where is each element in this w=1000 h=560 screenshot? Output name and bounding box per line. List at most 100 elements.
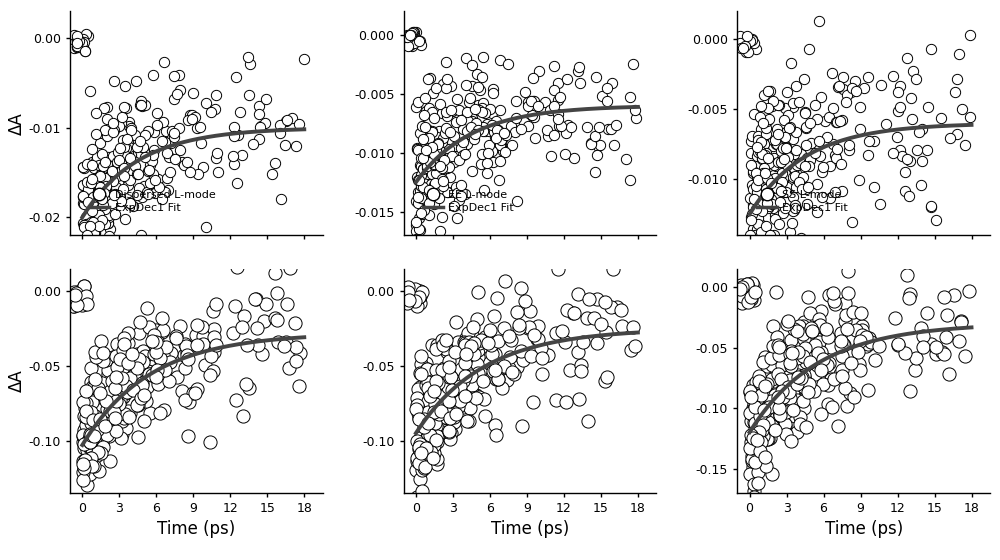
Point [83, 377, 99, 386]
Y-axis label: ΔA: ΔA [8, 370, 26, 392]
Point [232, 108, 248, 116]
Point [566, 153, 582, 162]
Point [764, 469, 780, 478]
Point [807, 148, 823, 157]
Point [902, 290, 918, 298]
Point [129, 363, 145, 372]
Point [74, 288, 90, 297]
Point [441, 413, 457, 422]
Point [527, 133, 543, 142]
Point [422, 73, 438, 82]
Point [79, 437, 95, 446]
Point [108, 182, 124, 191]
Point [415, 182, 431, 191]
Point [118, 103, 134, 112]
Point [744, 36, 760, 45]
Point [179, 350, 195, 359]
Point [861, 334, 877, 343]
Point [738, 43, 754, 52]
Point [463, 372, 479, 381]
Point [843, 88, 859, 97]
Point [750, 394, 766, 403]
Point [488, 431, 504, 440]
Point [94, 379, 110, 388]
Point [399, 32, 415, 41]
Point [97, 422, 113, 431]
Point [90, 165, 106, 174]
Point [419, 161, 435, 170]
Point [789, 348, 805, 357]
Point [412, 383, 428, 392]
Point [829, 144, 845, 153]
Point [791, 177, 807, 186]
Point [744, 193, 760, 202]
Point [752, 436, 768, 445]
Point [159, 173, 175, 182]
Point [426, 408, 442, 417]
Point [97, 165, 113, 174]
Point [105, 414, 121, 423]
Point [484, 147, 500, 156]
Point [475, 127, 491, 136]
Point [520, 121, 536, 130]
Point [226, 132, 242, 141]
Point [417, 200, 433, 209]
Point [923, 340, 939, 349]
Point [892, 102, 908, 111]
Point [811, 17, 827, 26]
Point [815, 354, 831, 363]
Point [798, 123, 814, 132]
Point [765, 204, 781, 213]
Point [406, 36, 422, 45]
Point [420, 384, 436, 393]
Point [780, 111, 796, 120]
Point [627, 342, 643, 351]
Point [559, 75, 575, 84]
Point [94, 164, 110, 173]
Point [436, 363, 452, 372]
Point [94, 150, 110, 158]
Point [95, 442, 111, 451]
Point [414, 122, 430, 130]
Point [102, 161, 118, 170]
Point [608, 120, 624, 129]
Point [229, 179, 245, 188]
Point [769, 133, 785, 142]
Point [81, 222, 97, 231]
Point [269, 288, 285, 297]
Point [603, 302, 619, 311]
Point [415, 190, 431, 199]
Point [434, 138, 450, 147]
Point [411, 458, 427, 467]
Point [548, 396, 564, 405]
Point [245, 140, 261, 149]
Point [749, 411, 765, 420]
Point [182, 110, 198, 119]
Point [427, 385, 443, 394]
Point [78, 223, 94, 232]
Point [947, 87, 963, 96]
Point [122, 409, 138, 418]
Point [597, 297, 613, 306]
Point [928, 343, 944, 352]
Point [75, 460, 91, 469]
Point [848, 86, 864, 95]
Point [765, 403, 781, 412]
Point [514, 422, 530, 431]
Point [733, 44, 749, 53]
Legend: SS L-mode, ExpDec1 Fit: SS L-mode, ExpDec1 Fit [755, 189, 849, 214]
Point [409, 437, 425, 446]
Point [112, 396, 128, 405]
Point [737, 41, 753, 50]
Point [428, 418, 444, 427]
Point [477, 333, 493, 342]
Point [442, 374, 458, 383]
Point [485, 85, 501, 94]
Point [78, 220, 94, 228]
Point [402, 40, 418, 49]
Point [758, 129, 774, 138]
Point [526, 113, 542, 122]
Point [919, 309, 935, 318]
Point [753, 101, 769, 110]
Point [141, 357, 157, 366]
